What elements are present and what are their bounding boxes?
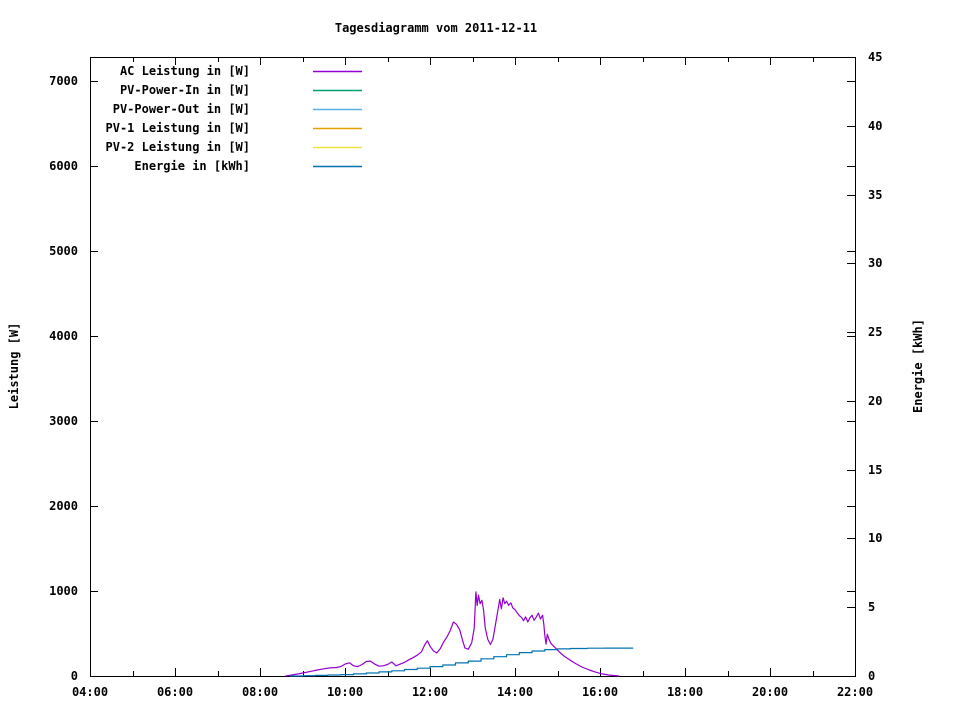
legend-label: AC Leistung in [W]: [119, 64, 250, 78]
x-tick-label: 20:00: [751, 685, 789, 699]
x-tick-label: 06:00: [156, 685, 194, 699]
y-right-tick-label: 40: [868, 118, 883, 133]
series-ac-leistung-in-w-: [285, 591, 620, 677]
y-right-tick-label: 20: [868, 393, 883, 408]
y-right-tick-label: 0: [868, 669, 876, 683]
x-tick-label: 04:00: [71, 685, 109, 699]
legend-label: PV-Power-In in [W]: [119, 83, 250, 97]
y-left-tick-label: 3000: [49, 413, 78, 428]
x-tick-label: 18:00: [666, 685, 704, 699]
y-left-tick-label: 2000: [49, 498, 78, 513]
x-tick-label: 10:00: [326, 685, 364, 699]
x-tick-label: 22:00: [836, 685, 874, 699]
chart-title: Tagesdiagramm vom 2011-12-11: [334, 21, 538, 35]
legend-label: PV-Power-Out in [W]: [112, 102, 250, 116]
y-left-tick-label: 1000: [49, 583, 78, 598]
x-tick-label: 12:00: [411, 685, 449, 699]
y-right-tick-label: 15: [868, 462, 883, 477]
x-tick-label: 08:00: [241, 685, 279, 699]
legend-label: Energie in [kWh]: [134, 159, 250, 173]
x-tick-label: 14:00: [496, 685, 534, 699]
y-left-tick-label: 0: [70, 669, 78, 683]
y-right-tick-label: 45: [868, 50, 883, 64]
y-right-tick-label: 10: [868, 531, 883, 546]
series-energie-in-kwh-: [289, 647, 634, 677]
legend-label: PV-1 Leistung in [W]: [105, 121, 251, 135]
y-right-tick-label: 30: [868, 256, 883, 271]
legend-label: PV-2 Leistung in [W]: [105, 140, 251, 154]
y-left-tick-label: 7000: [49, 73, 78, 88]
y-left-tick-label: 6000: [49, 158, 78, 173]
y-right-tick-label: 5: [868, 600, 876, 615]
x-tick-label: 16:00: [581, 685, 619, 699]
y-right-tick-label: 35: [868, 187, 883, 202]
y-right-tick-label: 25: [868, 325, 883, 340]
y-left-tick-label: 5000: [49, 243, 78, 258]
y-left-tick-label: 4000: [49, 328, 78, 343]
